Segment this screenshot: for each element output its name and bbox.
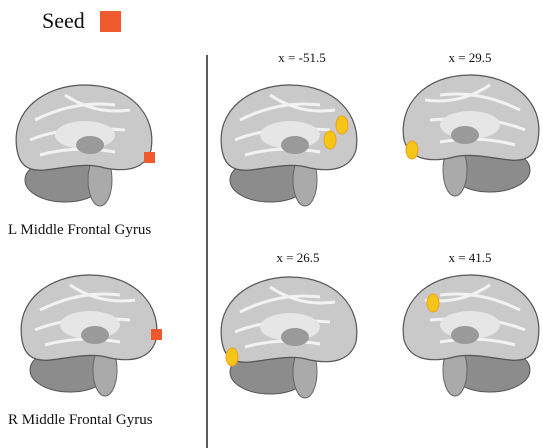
brain-slice <box>16 85 152 206</box>
brain-slice <box>403 75 539 196</box>
activation <box>406 141 418 159</box>
activation <box>226 348 238 366</box>
seed-region <box>144 152 155 163</box>
thalamus <box>281 136 309 154</box>
seed-swatch <box>100 11 121 32</box>
slice-label: x = 26.5 <box>276 250 319 266</box>
slice-label: x = -51.5 <box>278 50 325 66</box>
seed-region <box>151 329 162 340</box>
activation <box>336 116 348 134</box>
thalamus <box>81 326 109 344</box>
thalamus <box>281 328 309 346</box>
legend-label: Seed <box>42 8 85 34</box>
brain-slice <box>403 275 539 396</box>
thalamus <box>76 136 104 154</box>
brain-slice <box>221 85 357 206</box>
slice-label: x = 29.5 <box>448 50 491 66</box>
seed-label: L Middle Frontal Gyrus <box>8 222 151 239</box>
slice-label: x = 41.5 <box>448 250 491 266</box>
brain-slice <box>221 277 357 398</box>
activation <box>324 131 336 149</box>
activation <box>427 294 439 312</box>
seed-label: R Middle Frontal Gyrus <box>8 412 153 429</box>
brain-slice <box>21 275 157 396</box>
thalamus <box>451 126 479 144</box>
thalamus <box>451 326 479 344</box>
figure: Seed L Middle Frontal Gyrus R Middle Fro… <box>0 0 543 448</box>
